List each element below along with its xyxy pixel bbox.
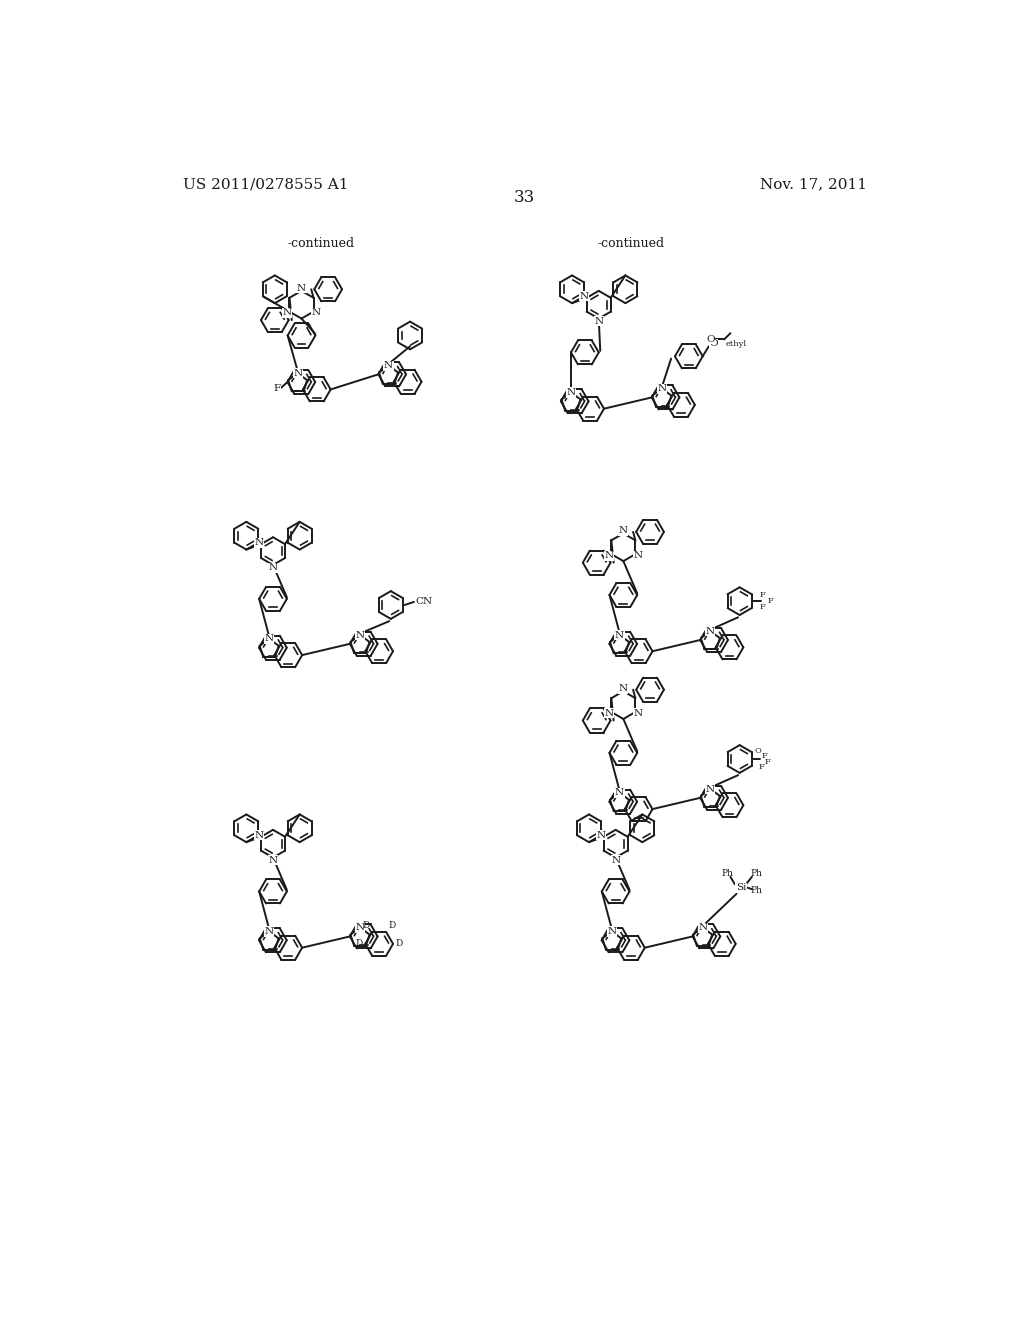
Text: N: N bbox=[268, 855, 278, 865]
Text: N: N bbox=[283, 309, 292, 318]
Text: O: O bbox=[755, 747, 762, 755]
Text: N: N bbox=[607, 927, 616, 936]
Text: N: N bbox=[706, 627, 715, 636]
Text: CN: CN bbox=[416, 598, 432, 606]
Text: F: F bbox=[273, 384, 281, 392]
Text: N: N bbox=[604, 550, 613, 560]
Text: Ph: Ph bbox=[721, 870, 733, 878]
Text: F: F bbox=[767, 597, 773, 605]
Text: D: D bbox=[395, 940, 402, 948]
Text: Ph: Ph bbox=[751, 870, 763, 878]
Text: N: N bbox=[311, 309, 321, 318]
Text: N: N bbox=[566, 388, 575, 397]
Text: N: N bbox=[254, 539, 263, 548]
Text: 33: 33 bbox=[514, 189, 536, 206]
Text: F: F bbox=[760, 603, 766, 611]
Text: N: N bbox=[618, 684, 628, 693]
Text: N: N bbox=[254, 830, 263, 840]
Text: D: D bbox=[362, 921, 370, 931]
Text: Ph: Ph bbox=[751, 886, 763, 895]
Text: D: D bbox=[355, 940, 362, 948]
Text: N: N bbox=[633, 709, 642, 718]
Text: O: O bbox=[707, 335, 715, 343]
Text: N: N bbox=[597, 830, 606, 840]
Text: N: N bbox=[293, 368, 302, 378]
Text: N: N bbox=[355, 631, 365, 639]
Text: O: O bbox=[710, 339, 718, 348]
Text: D: D bbox=[388, 921, 396, 931]
Text: N: N bbox=[657, 384, 667, 393]
Text: N: N bbox=[268, 564, 278, 572]
Text: -continued: -continued bbox=[597, 238, 665, 249]
Text: N: N bbox=[615, 631, 624, 639]
Text: N: N bbox=[615, 788, 624, 797]
Text: N: N bbox=[604, 709, 613, 718]
Text: N: N bbox=[384, 362, 393, 370]
Text: F: F bbox=[760, 591, 766, 599]
Text: F: F bbox=[758, 763, 764, 771]
Text: N: N bbox=[355, 923, 365, 932]
Text: F: F bbox=[761, 752, 767, 760]
Text: N: N bbox=[580, 292, 589, 301]
Text: N: N bbox=[633, 550, 642, 560]
Text: ethyl: ethyl bbox=[726, 341, 746, 348]
Text: N: N bbox=[611, 855, 621, 865]
Text: N: N bbox=[264, 635, 273, 643]
Text: -continued: -continued bbox=[288, 238, 355, 249]
Text: N: N bbox=[264, 927, 273, 936]
Text: N: N bbox=[706, 784, 715, 793]
Text: Nov. 17, 2011: Nov. 17, 2011 bbox=[760, 178, 866, 191]
Text: F: F bbox=[764, 758, 770, 766]
Text: N: N bbox=[594, 317, 603, 326]
Text: US 2011/0278555 A1: US 2011/0278555 A1 bbox=[183, 178, 348, 191]
Text: N: N bbox=[698, 923, 708, 932]
Text: N: N bbox=[618, 527, 628, 535]
Text: Si: Si bbox=[736, 883, 746, 892]
Text: N: N bbox=[297, 284, 306, 293]
